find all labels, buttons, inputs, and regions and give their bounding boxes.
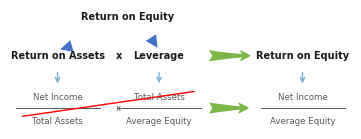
Text: Net Income: Net Income <box>278 93 327 101</box>
Text: Total Assets: Total Assets <box>134 93 184 101</box>
Text: x: x <box>116 51 122 61</box>
Text: Return on Assets: Return on Assets <box>10 51 105 61</box>
Text: Total Assets: Total Assets <box>32 117 83 126</box>
Text: Net Income: Net Income <box>32 93 82 101</box>
Text: Average Equity: Average Equity <box>270 117 335 126</box>
Text: Return on Equity: Return on Equity <box>81 12 174 22</box>
Text: Average Equity: Average Equity <box>126 117 192 126</box>
Text: Leverage: Leverage <box>134 51 184 61</box>
Text: Return on Equity: Return on Equity <box>256 51 349 61</box>
Text: x: x <box>116 104 121 113</box>
